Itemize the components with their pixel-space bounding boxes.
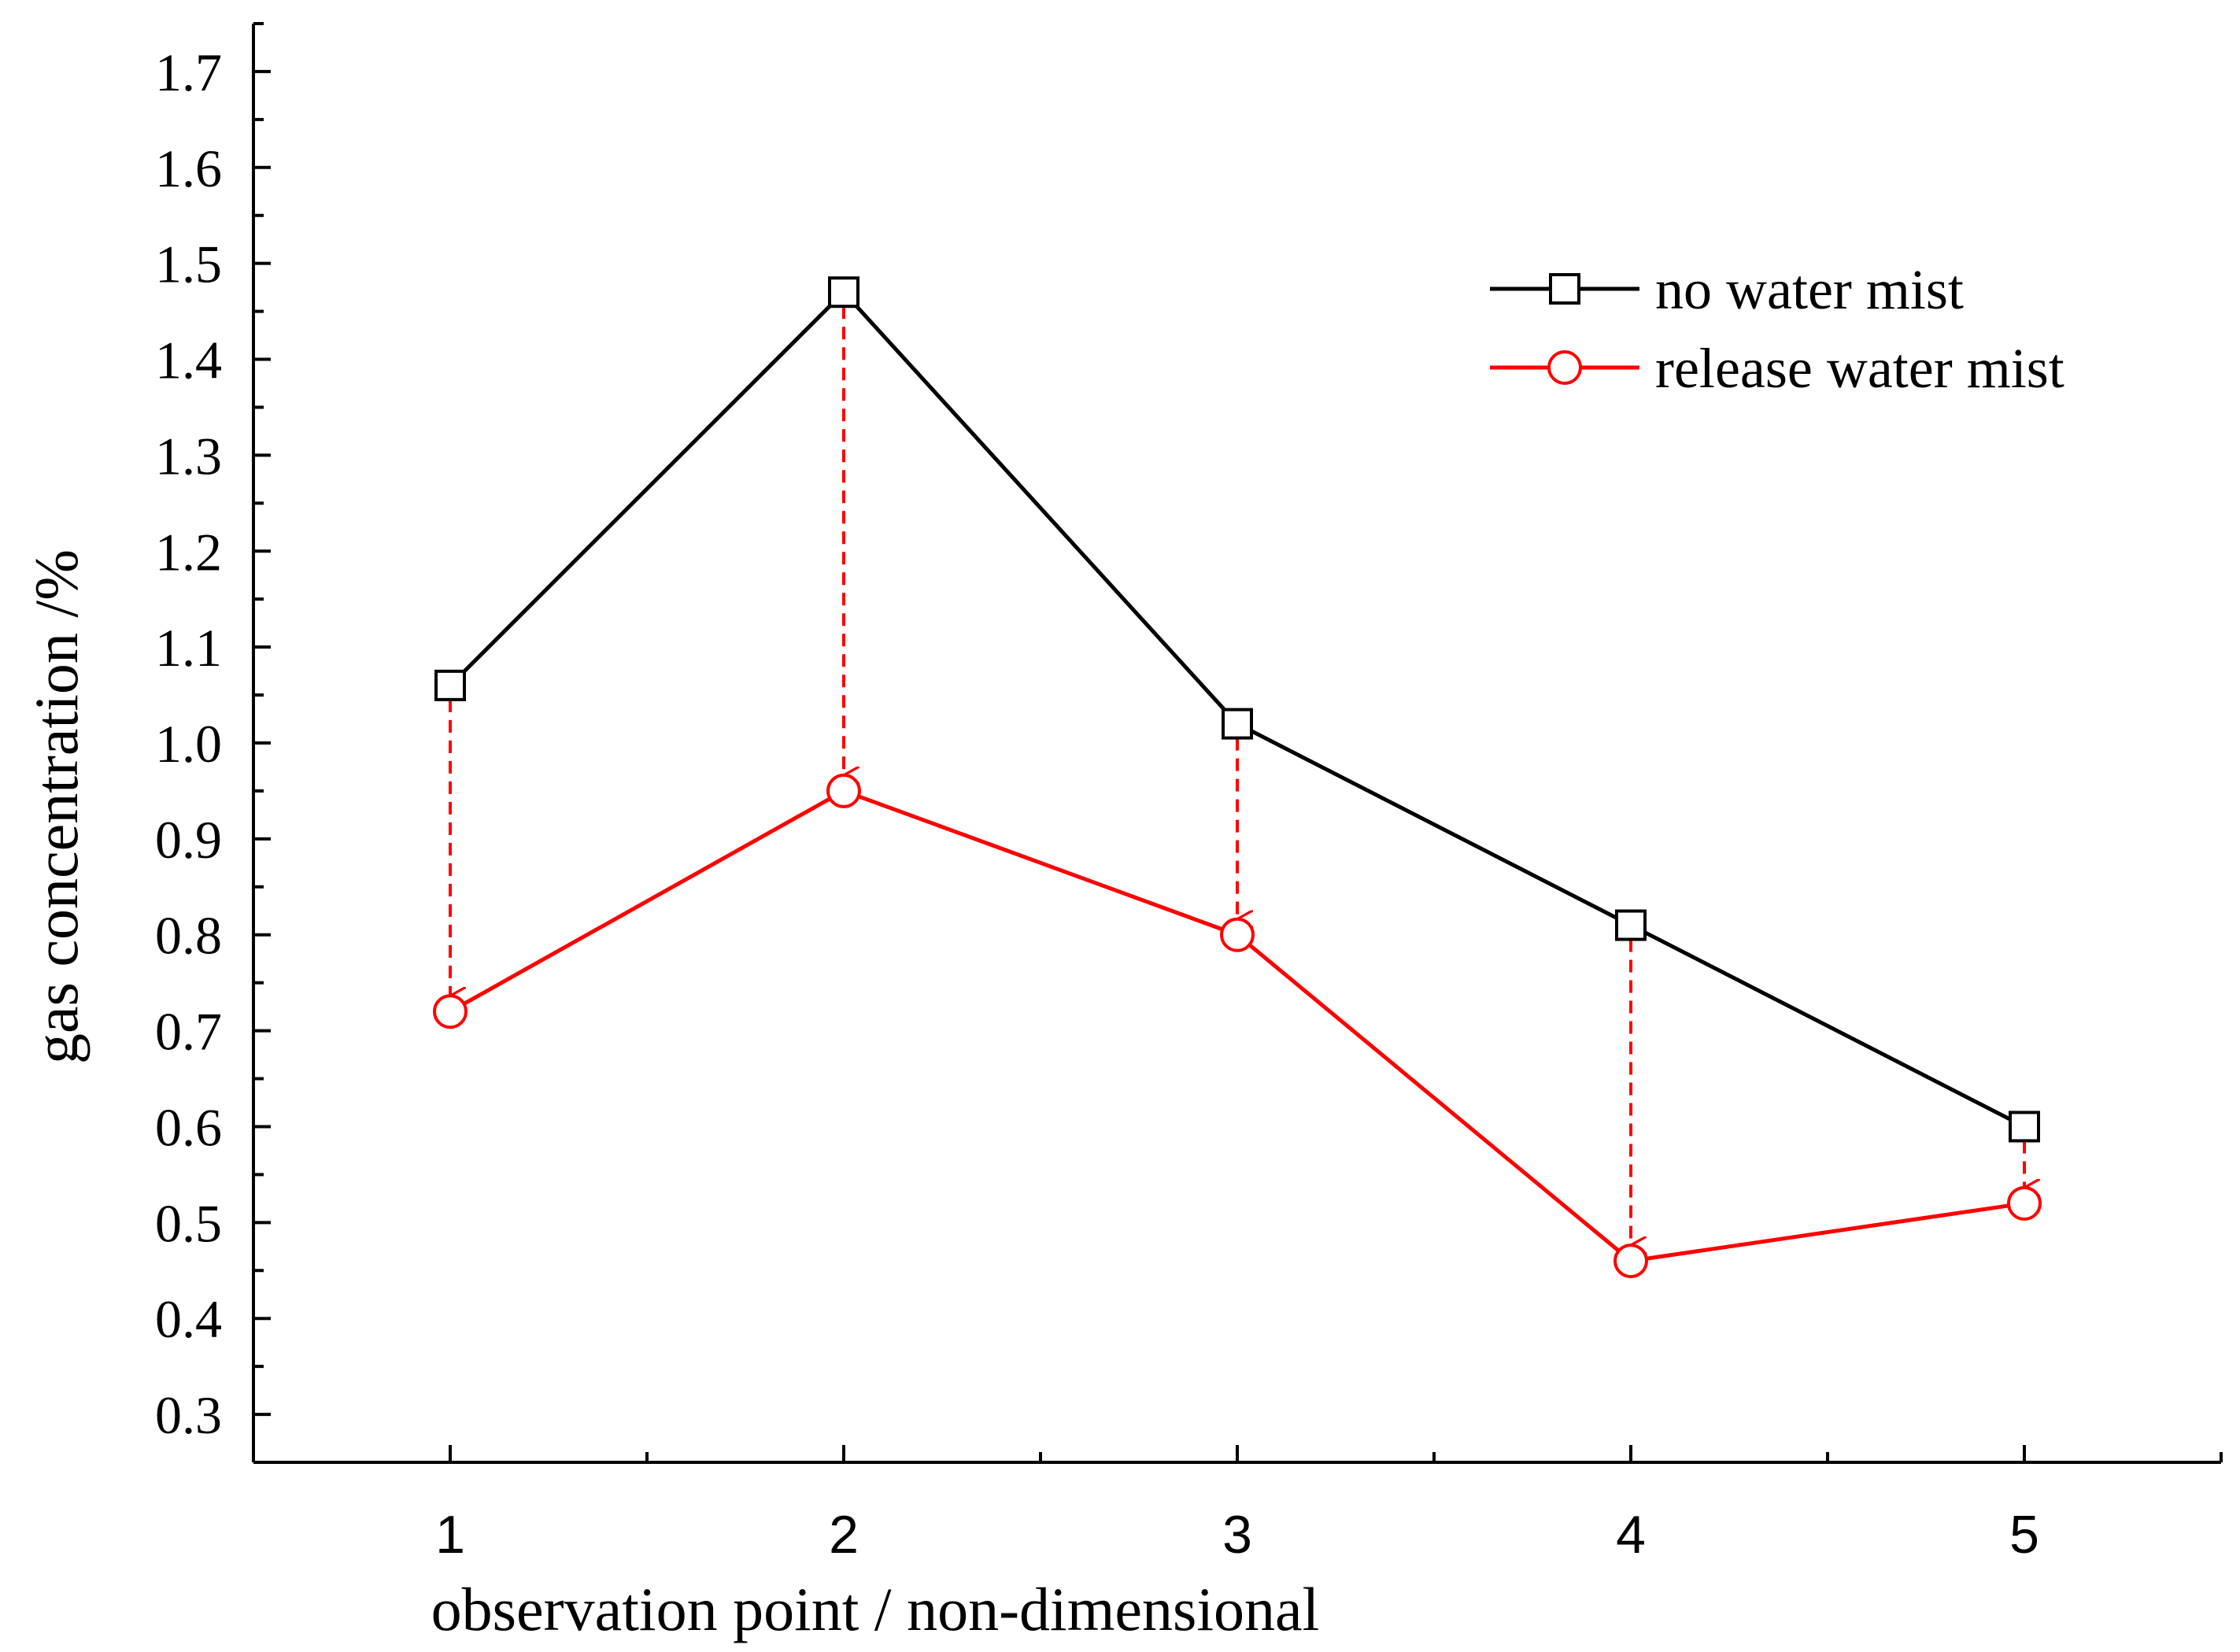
data-point-square bbox=[434, 669, 466, 701]
y-tick-label: 1.2 bbox=[155, 522, 222, 582]
y-tick-label: 0.7 bbox=[155, 1002, 222, 1062]
data-point-circle bbox=[1220, 917, 1255, 952]
x-axis-label: observation point / non-dimensional bbox=[431, 1575, 1320, 1643]
data-point-circle bbox=[433, 994, 468, 1029]
legend-marker-circle bbox=[1547, 350, 1582, 385]
data-point-square bbox=[1222, 708, 1253, 740]
y-tick-label: 1.0 bbox=[155, 714, 222, 774]
y-tick-label: 1.1 bbox=[155, 618, 222, 678]
y-tick-label: 1.3 bbox=[155, 426, 222, 486]
y-tick-label: 0.5 bbox=[155, 1193, 222, 1253]
x-tick-label: 2 bbox=[829, 1505, 859, 1565]
data-point-circle bbox=[826, 773, 861, 808]
y-tick-label: 0.4 bbox=[155, 1289, 222, 1349]
y-tick-label: 0.6 bbox=[155, 1097, 222, 1157]
data-point-circle bbox=[2007, 1185, 2042, 1221]
legend-label: release water mist bbox=[1655, 337, 2064, 400]
x-tick-label: 3 bbox=[1222, 1505, 1252, 1565]
y-tick-label: 1.7 bbox=[155, 43, 222, 102]
y-tick-label: 0.8 bbox=[155, 906, 222, 966]
legend-label: no water mist bbox=[1655, 258, 1964, 321]
y-tick-label: 1.5 bbox=[155, 235, 222, 294]
x-tick-label: 4 bbox=[1616, 1505, 1646, 1565]
data-point-square bbox=[1615, 909, 1647, 941]
data-point-circle bbox=[1613, 1244, 1648, 1279]
y-tick-label: 1.6 bbox=[155, 139, 222, 198]
y-tick-label: 0.9 bbox=[155, 810, 222, 870]
x-tick-label: 1 bbox=[435, 1505, 465, 1565]
x-tick-label: 5 bbox=[2009, 1505, 2039, 1565]
data-point-square bbox=[2009, 1111, 2040, 1143]
y-axis-label: gas concentration /% bbox=[22, 549, 91, 1064]
y-tick-label: 0.3 bbox=[155, 1385, 222, 1445]
data-point-square bbox=[828, 276, 859, 309]
y-tick-label: 1.4 bbox=[155, 331, 222, 390]
legend-marker-square bbox=[1549, 273, 1580, 305]
